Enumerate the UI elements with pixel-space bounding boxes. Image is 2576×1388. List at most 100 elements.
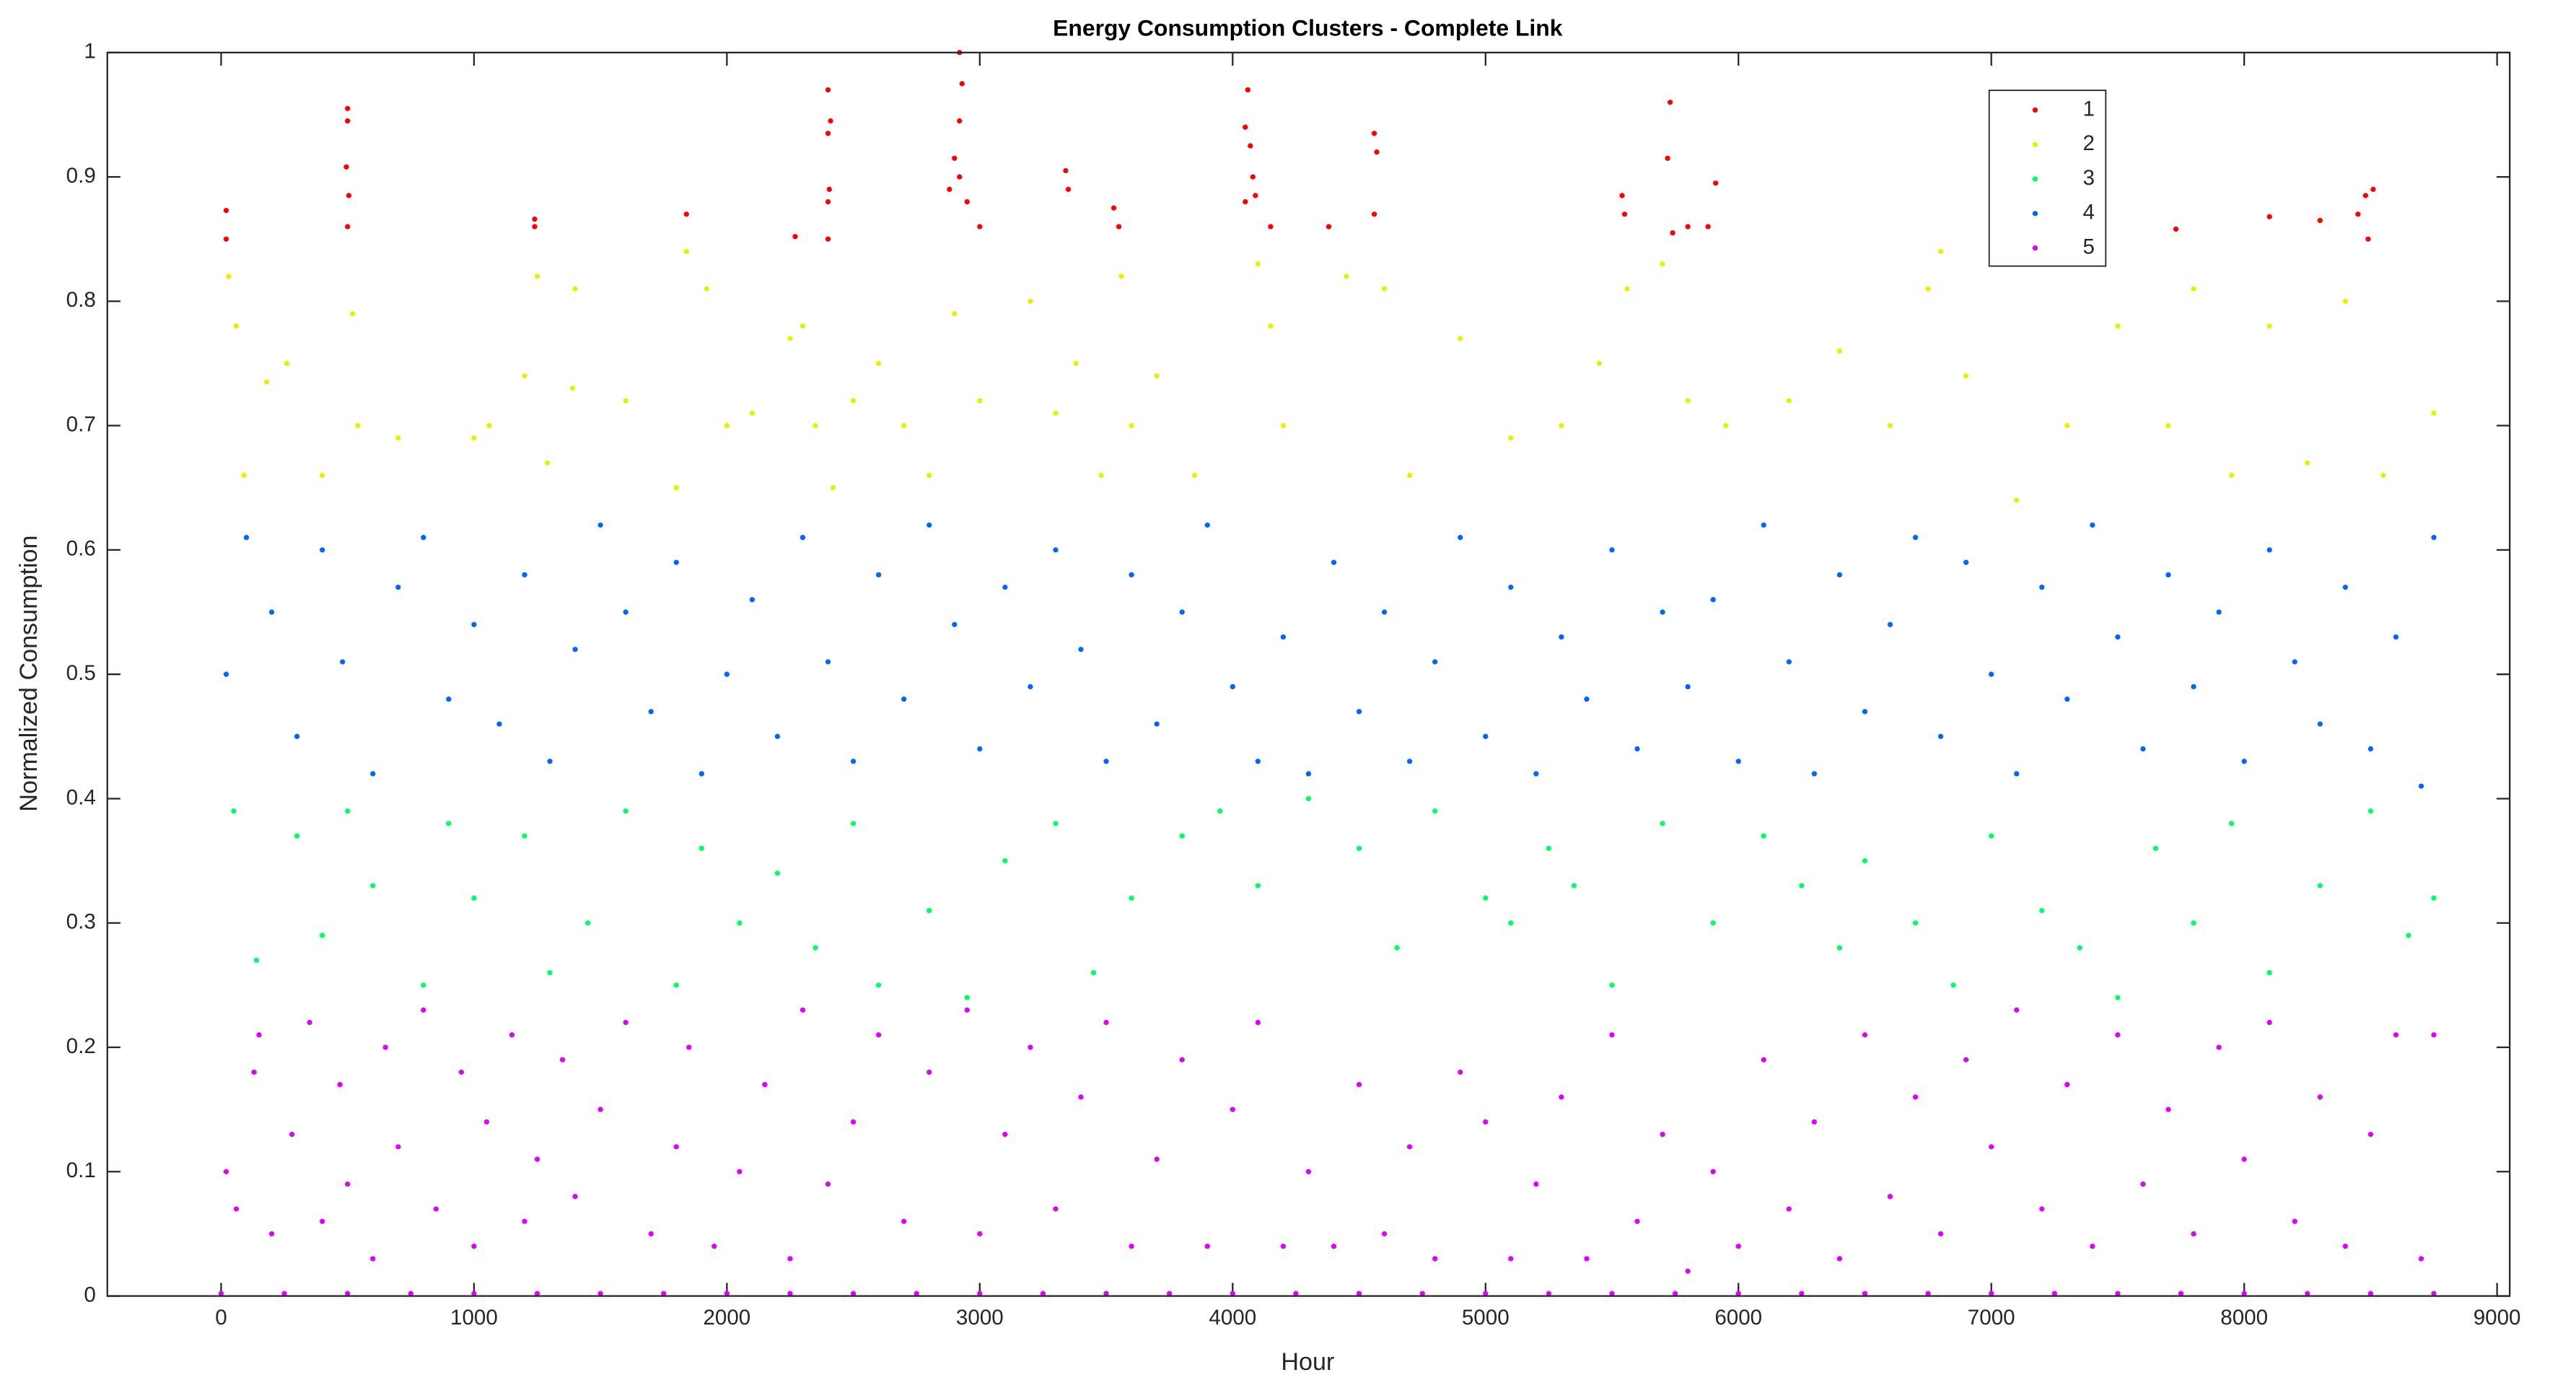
x-tick-label: 8000	[2220, 1306, 2268, 1330]
y-axis-label: Normalized Consumption	[15, 535, 43, 811]
point	[1660, 609, 1665, 615]
point	[1356, 845, 1362, 852]
point	[698, 771, 704, 777]
point	[1154, 721, 1160, 727]
point	[1546, 1291, 1552, 1296]
point	[1065, 186, 1072, 192]
point	[1179, 609, 1185, 615]
point	[1129, 572, 1134, 578]
point	[774, 870, 781, 876]
point	[345, 1291, 351, 1296]
point	[1533, 1181, 1539, 1187]
point	[1154, 373, 1160, 379]
point	[233, 323, 240, 329]
point	[1255, 261, 1261, 267]
point	[1129, 423, 1134, 429]
point	[952, 310, 958, 317]
point	[1268, 224, 1274, 230]
point	[1912, 535, 1919, 541]
point	[1040, 1291, 1046, 1296]
point	[2266, 970, 2272, 976]
point	[1667, 100, 1673, 105]
point	[408, 1291, 413, 1296]
point	[1723, 423, 1729, 429]
point	[1483, 1291, 1489, 1296]
point	[1002, 584, 1008, 590]
point	[1230, 1107, 1235, 1112]
point	[2367, 1291, 2374, 1296]
point	[2173, 226, 2179, 232]
point	[787, 1291, 793, 1296]
point	[673, 1144, 679, 1150]
point	[1331, 559, 1337, 565]
point	[1458, 1069, 1463, 1075]
point	[1685, 684, 1691, 690]
point	[2115, 634, 2121, 640]
point	[2090, 1244, 2095, 1249]
point	[1374, 149, 1380, 155]
point	[2431, 1032, 2437, 1038]
point	[1217, 808, 1223, 814]
point	[2367, 1131, 2374, 1138]
point	[1371, 131, 1377, 136]
point	[1912, 1094, 1919, 1100]
point	[1458, 535, 1463, 541]
point	[2266, 323, 2272, 329]
point	[2191, 286, 2196, 292]
point	[1705, 224, 1711, 230]
point	[471, 435, 477, 441]
point	[1280, 423, 1287, 429]
point	[2115, 995, 2121, 1000]
point	[263, 379, 270, 385]
point	[1293, 1291, 1299, 1296]
point	[486, 423, 492, 429]
point	[597, 1107, 603, 1112]
point	[825, 659, 831, 665]
point	[1963, 1057, 1969, 1062]
point	[1735, 759, 1741, 764]
legend-label: 2	[2082, 131, 2094, 155]
point	[977, 224, 983, 230]
y-tick-label: 0.9	[66, 164, 96, 188]
point	[471, 1244, 477, 1249]
point	[926, 472, 932, 479]
point	[2115, 1291, 2121, 1296]
point	[1989, 1144, 1994, 1150]
series	[218, 1007, 2437, 1296]
point	[395, 584, 401, 590]
point	[458, 1069, 465, 1075]
point	[534, 1291, 540, 1296]
point	[1280, 634, 1287, 640]
point	[1103, 759, 1109, 764]
point	[1204, 522, 1210, 528]
legend: 1 2 3 4 5	[1988, 90, 2107, 267]
point	[223, 1169, 229, 1174]
point	[1799, 1291, 1805, 1296]
point	[597, 522, 603, 528]
point	[572, 647, 578, 652]
point	[345, 808, 351, 814]
point	[2380, 472, 2386, 479]
point	[901, 697, 907, 702]
point	[977, 1231, 983, 1237]
point	[1710, 597, 1716, 603]
legend-label: 4	[2082, 201, 2094, 224]
point	[1204, 1244, 1210, 1249]
point	[1406, 472, 1413, 479]
point	[1989, 1291, 1994, 1296]
point	[964, 995, 970, 1000]
point	[2178, 1291, 2184, 1296]
point	[749, 410, 755, 416]
point	[1028, 1044, 1033, 1050]
point	[812, 423, 818, 429]
point	[799, 323, 806, 329]
point	[1118, 274, 1124, 279]
point	[2077, 945, 2083, 951]
point	[2292, 1218, 2297, 1224]
point	[223, 236, 229, 242]
point	[698, 845, 704, 852]
point	[421, 1007, 426, 1013]
point	[370, 771, 376, 777]
point	[1619, 193, 1625, 198]
